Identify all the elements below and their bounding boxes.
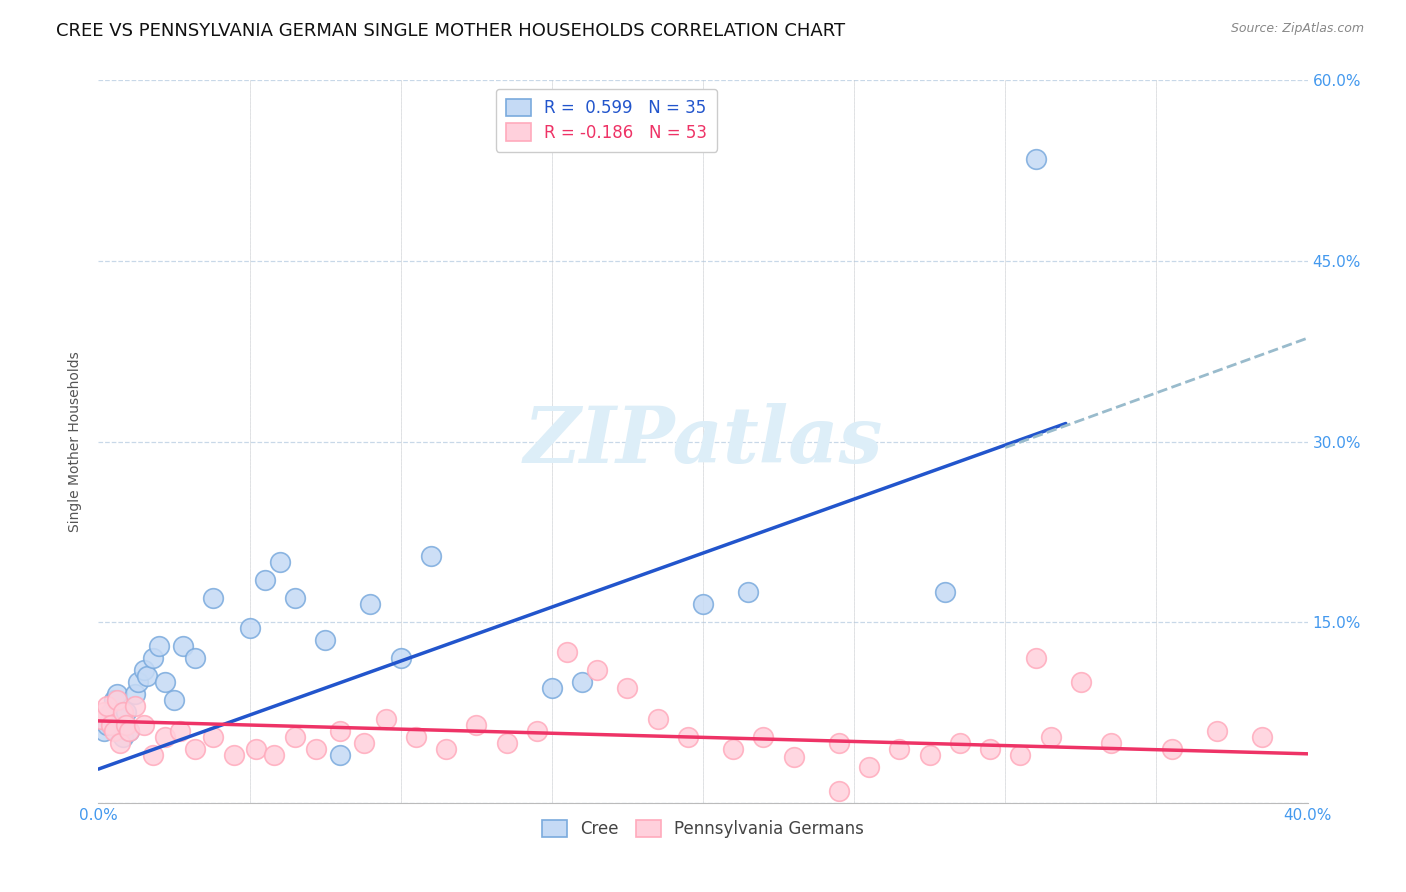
Point: [1024, 651, 1046, 665]
Point: [586, 664, 609, 678]
Y-axis label: Single Mother Households: Single Mother Households: [69, 351, 83, 532]
Point: [105, 687, 128, 701]
Point: [360, 597, 382, 611]
Point: [100, 706, 122, 720]
Point: [979, 741, 1001, 756]
Point: [1099, 735, 1122, 749]
Point: [269, 555, 291, 569]
Point: [127, 675, 149, 690]
Point: [1160, 741, 1182, 756]
Point: [918, 747, 941, 762]
Point: [93, 706, 115, 720]
Point: [284, 730, 307, 744]
Point: [305, 741, 328, 756]
Point: [142, 747, 165, 762]
Point: [169, 723, 191, 738]
Point: [526, 723, 548, 738]
Point: [103, 723, 125, 738]
Point: [1070, 675, 1092, 690]
Point: [540, 681, 562, 696]
Point: [93, 723, 115, 738]
Point: [692, 597, 714, 611]
Point: [1251, 730, 1274, 744]
Point: [132, 717, 155, 731]
Point: [783, 750, 806, 764]
Text: CREE VS PENNSYLVANIA GERMAN SINGLE MOTHER HOUSEHOLDS CORRELATION CHART: CREE VS PENNSYLVANIA GERMAN SINGLE MOTHE…: [56, 22, 845, 40]
Point: [374, 712, 396, 726]
Point: [465, 717, 488, 731]
Point: [108, 735, 131, 749]
Point: [202, 591, 225, 605]
Point: [389, 651, 412, 665]
Point: [858, 760, 880, 774]
Point: [153, 675, 176, 690]
Point: [284, 591, 307, 605]
Point: [1024, 152, 1046, 166]
Point: [132, 664, 155, 678]
Point: [616, 681, 638, 696]
Point: [184, 741, 207, 756]
Point: [949, 735, 972, 749]
Point: [245, 741, 267, 756]
Point: [434, 741, 457, 756]
Point: [329, 747, 352, 762]
Point: [495, 735, 517, 749]
Point: [202, 730, 225, 744]
Point: [111, 730, 134, 744]
Point: [752, 730, 775, 744]
Point: [647, 712, 669, 726]
Text: ZIPatlas: ZIPatlas: [523, 403, 883, 480]
Point: [737, 585, 759, 599]
Point: [118, 723, 141, 738]
Point: [828, 784, 851, 798]
Point: [111, 706, 134, 720]
Legend: Cree, Pennsylvania Germans: Cree, Pennsylvania Germans: [536, 814, 870, 845]
Point: [571, 675, 593, 690]
Point: [148, 639, 170, 653]
Text: Source: ZipAtlas.com: Source: ZipAtlas.com: [1230, 22, 1364, 36]
Point: [118, 723, 141, 738]
Point: [934, 585, 956, 599]
Point: [314, 633, 336, 648]
Point: [103, 693, 125, 707]
Point: [153, 730, 176, 744]
Point: [353, 735, 375, 749]
Point: [253, 573, 276, 587]
Point: [135, 669, 157, 683]
Point: [90, 712, 112, 726]
Point: [1206, 723, 1229, 738]
Point: [114, 717, 136, 731]
Point: [163, 693, 186, 707]
Point: [124, 699, 146, 714]
Point: [723, 741, 745, 756]
Point: [184, 651, 207, 665]
Point: [263, 747, 285, 762]
Point: [329, 723, 352, 738]
Point: [114, 706, 136, 720]
Point: [1010, 747, 1032, 762]
Point: [1039, 730, 1062, 744]
Point: [142, 651, 165, 665]
Point: [172, 639, 194, 653]
Point: [239, 621, 262, 635]
Point: [108, 712, 131, 726]
Point: [405, 730, 427, 744]
Point: [889, 741, 911, 756]
Point: [676, 730, 699, 744]
Point: [828, 735, 851, 749]
Point: [555, 645, 578, 659]
Point: [96, 699, 118, 714]
Point: [96, 717, 118, 731]
Point: [224, 747, 246, 762]
Point: [105, 693, 128, 707]
Point: [420, 549, 443, 563]
Point: [124, 687, 146, 701]
Point: [100, 717, 122, 731]
